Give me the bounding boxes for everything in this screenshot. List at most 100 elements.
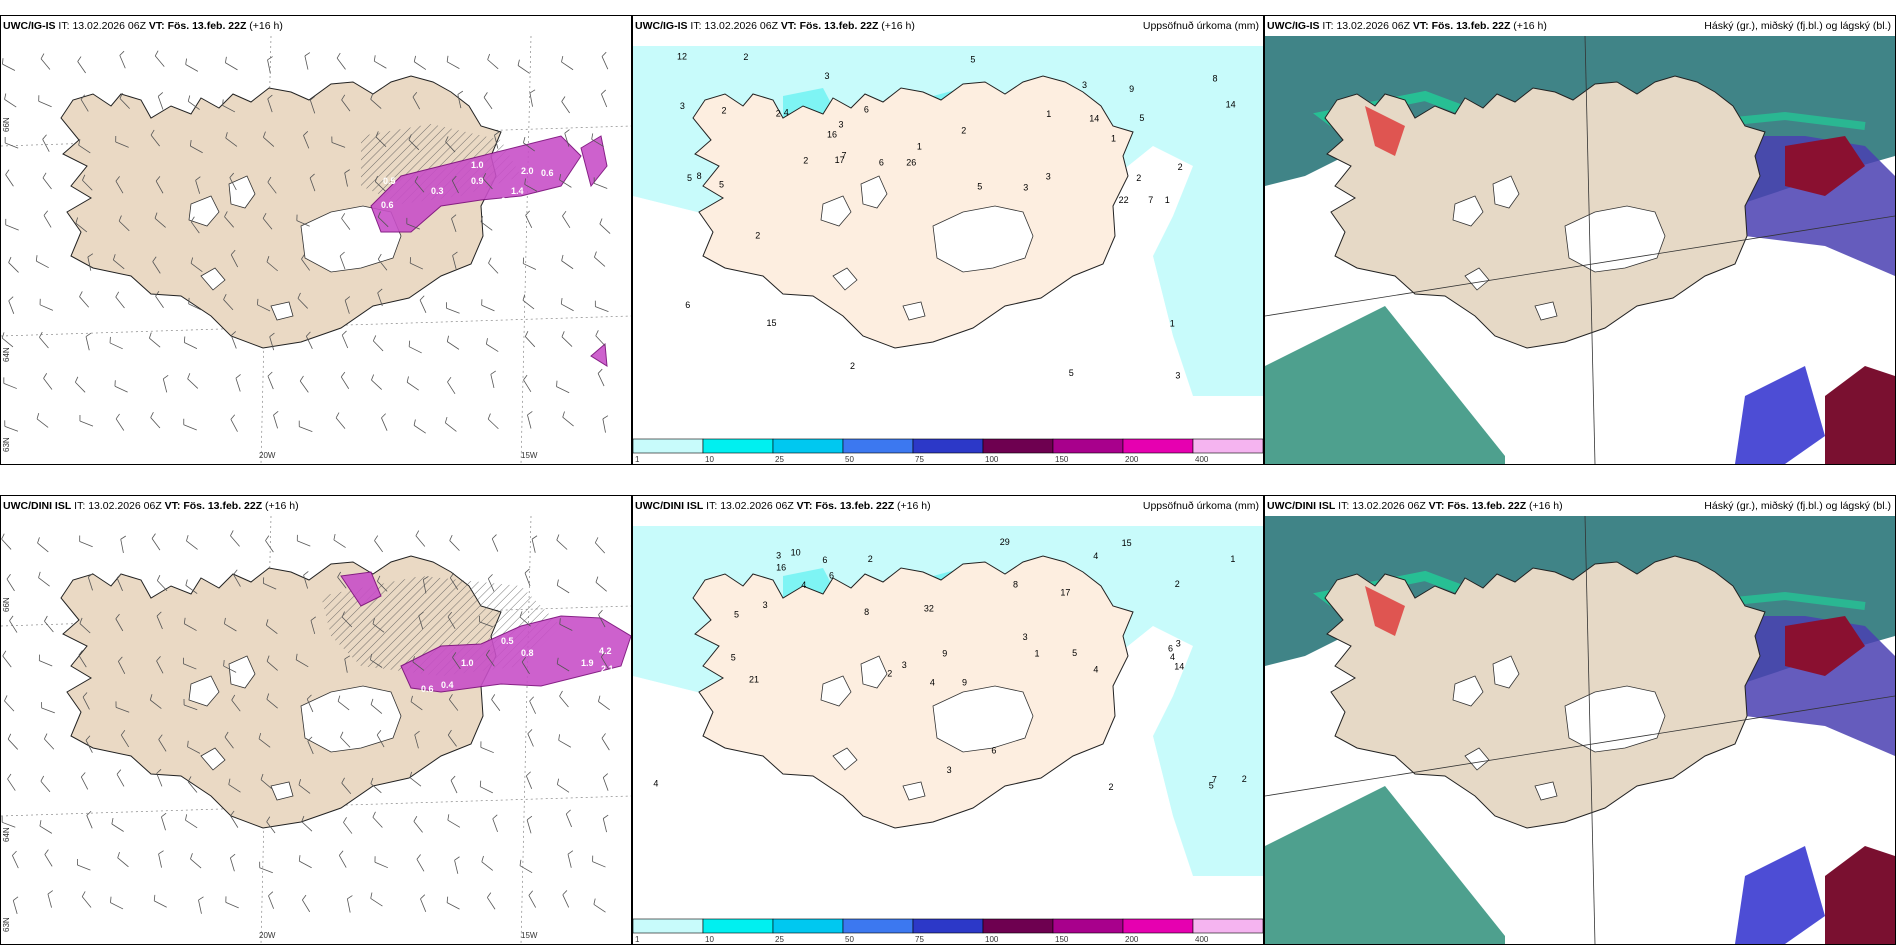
wind-barb-flag (447, 814, 450, 821)
wind-barb-flag (344, 296, 351, 301)
gust-value-label: 1.0 (461, 658, 474, 668)
glacier-outline (832, 747, 858, 771)
wind-barb (335, 417, 346, 429)
longitude-label: 20W (259, 931, 276, 940)
wind-barb (4, 142, 19, 149)
wind-barb-flag (559, 690, 563, 697)
wind-barb (599, 223, 611, 234)
wind-barb (561, 61, 574, 71)
wind-barb-flag (186, 535, 189, 542)
wind-barb-flag (602, 773, 609, 778)
wind-barb-flag (6, 573, 11, 580)
colorbar-tick-label: 400 (1195, 455, 1209, 464)
wind-barb-flag (82, 174, 86, 181)
wind-barb-flag (268, 891, 274, 897)
wind-barb-flag (115, 291, 120, 298)
precip-value-label: 6 (1168, 644, 1173, 654)
precip-value-label: 3 (1082, 80, 1087, 90)
projection-line (1265, 215, 1895, 317)
wind-barb-flag (446, 55, 449, 62)
wind-barb (5, 224, 19, 231)
wind-barb (150, 134, 160, 147)
wind-barb (561, 101, 570, 114)
wind-barb (561, 336, 573, 347)
wind-barb (594, 183, 608, 189)
wind-barb (491, 538, 499, 552)
wind-barb-flag (601, 733, 606, 739)
wind-barb (527, 414, 532, 429)
wind-barb-flag (230, 853, 236, 859)
wind-barb-flag (195, 176, 201, 181)
wind-barb (557, 585, 570, 594)
wind-barb-flag (298, 855, 301, 862)
wind-barb-flag (85, 735, 91, 741)
wind-barb-flag (224, 617, 226, 624)
cloud-panel-row1: UWC/IG-IS IT: 13.02.2026 06Z VT: Fös. 13… (1264, 15, 1896, 465)
wind-barb (47, 893, 52, 908)
wind-barb-flag (230, 530, 234, 536)
wind-barb (222, 105, 236, 113)
glacier-outline (200, 267, 226, 291)
wind-barb-flag (372, 335, 377, 342)
wind-barb (413, 821, 423, 833)
wind-barb-flag (561, 331, 565, 337)
wind-barb-flag (267, 94, 273, 100)
wind-barb-flag (490, 370, 496, 375)
wind-barb-flag (40, 53, 45, 59)
wind-barb (81, 896, 92, 908)
gust-value-label: 2.1 (601, 664, 614, 674)
precip-value-label: 1 (1035, 648, 1040, 658)
wind-barb (331, 142, 346, 148)
wind-barb (230, 254, 239, 268)
latitude-label: 63N (2, 437, 11, 452)
precip-value-label: 16 (776, 562, 786, 572)
wind-barb-flag (39, 820, 42, 827)
wind-barb-flag (2, 650, 7, 657)
wind-barb (340, 376, 350, 389)
wind-barb (338, 855, 347, 868)
precip-value-label: 3 (776, 550, 781, 560)
gust-value-label: 1.9 (581, 658, 594, 668)
wind-barb (485, 654, 495, 667)
glacier-outline (860, 655, 888, 689)
wind-barb (235, 378, 241, 392)
vt-prefix: VT: (796, 500, 813, 512)
wind-barb-flag (223, 660, 225, 667)
wind-barb (40, 780, 51, 793)
wind-barb (447, 734, 457, 747)
wind-barb (157, 580, 168, 592)
wind-barb (562, 416, 574, 427)
wind-barb-flag (158, 734, 163, 740)
wind-barb-flag (338, 850, 344, 856)
wind-barb (229, 177, 237, 191)
wind-barb-flag (413, 55, 416, 62)
latitude-label: 64N (2, 347, 11, 362)
wind-barb (186, 540, 198, 550)
wind-barb (524, 572, 531, 587)
wind-barb-flag (341, 777, 345, 784)
precip-value-label: 3 (902, 660, 907, 670)
wind-barb (528, 895, 537, 908)
wind-barb-flag (44, 849, 49, 855)
precip-value-label: 4 (1093, 551, 1098, 561)
colorbar-tick-label: 150 (1055, 455, 1069, 464)
glacier-outline (1534, 781, 1558, 801)
wind-barb-flag (598, 609, 603, 615)
gust-value-label: 1.4 (511, 186, 524, 196)
wind-barb-flag (228, 778, 231, 785)
precip-value-label: 3 (680, 101, 685, 111)
wind-barb-flag (307, 736, 313, 742)
glacier-outline (228, 175, 256, 209)
iceland-landmass (1324, 555, 1766, 829)
wind-barb (85, 740, 93, 753)
wind-barb (406, 381, 419, 391)
wind-barb-flag (156, 611, 162, 617)
iceland-landmass (692, 75, 1134, 349)
wind-barb-flag (528, 890, 534, 896)
wind-barb-flag (492, 814, 498, 820)
wind-barb (595, 542, 606, 554)
wind-barb (75, 381, 86, 393)
wind-barb (344, 172, 348, 187)
wind-barb (525, 215, 533, 229)
wind-barb-flag (224, 731, 229, 738)
